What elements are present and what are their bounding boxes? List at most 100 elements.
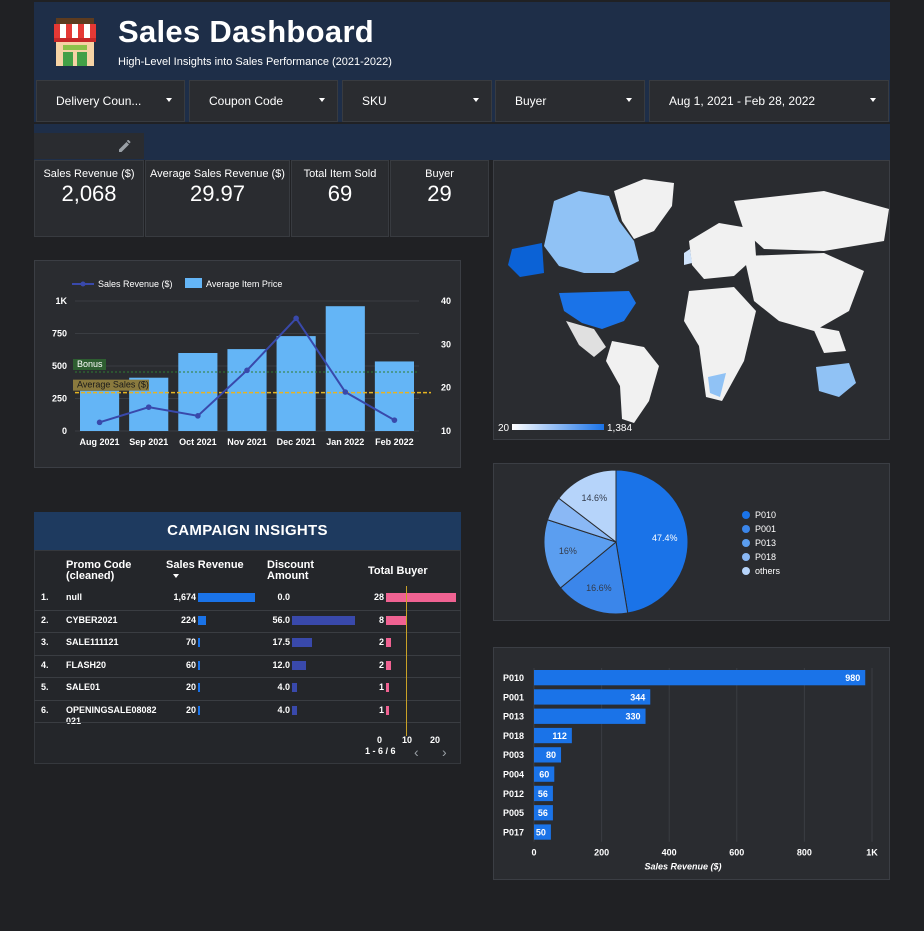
col-promo-code[interactable]: Promo Code (cleaned) xyxy=(66,559,132,582)
sales-combo-chart: Sales Revenue ($) Average Item Price 0 25… xyxy=(52,278,451,447)
buyer-axis-tick: 20 xyxy=(430,735,441,745)
bar-average-item-price xyxy=(325,306,365,431)
pie-slice xyxy=(558,469,617,544)
col-discount-amount[interactable]: Discount Amount xyxy=(267,559,315,582)
page-subtitle: High-Level Insights into Sales Performan… xyxy=(118,56,392,68)
buyer-filter[interactable]: Buyer xyxy=(495,80,645,122)
map-legend-min: 20 xyxy=(498,423,510,434)
bar-value-label: 330 xyxy=(626,712,641,722)
legend-item[interactable]: others xyxy=(742,564,780,578)
y-left-tick: 500 xyxy=(52,361,67,371)
line-point xyxy=(391,417,398,423)
col-total-buyer[interactable]: Total Buyer xyxy=(368,565,428,577)
buyer-reference-line xyxy=(406,586,407,736)
map-south-america xyxy=(606,341,659,423)
pie-slice xyxy=(615,469,689,614)
sku-filter[interactable]: SKU xyxy=(342,80,492,122)
store-icon xyxy=(50,14,100,70)
revenue-bar xyxy=(534,670,866,686)
x-tick: 400 xyxy=(662,848,677,858)
col-sales-revenue[interactable]: Sales Revenue xyxy=(166,559,244,571)
world-map-panel: 20 1,384 xyxy=(493,160,890,440)
kpi-buyer: Buyer 29 xyxy=(390,160,489,237)
pencil-icon[interactable] xyxy=(118,139,131,158)
chevron-down-icon xyxy=(319,98,325,102)
bar-value-label: 60 xyxy=(539,770,549,780)
kpi-label: Total Item Sold xyxy=(303,168,377,180)
revenue-bar xyxy=(534,805,553,821)
legend-item[interactable]: P018 xyxy=(742,550,780,564)
x-axis-label: Sales Revenue ($) xyxy=(644,862,721,872)
buyer-bar xyxy=(386,638,391,647)
world-map[interactable]: 20 1,384 xyxy=(494,161,891,441)
revenue-bar xyxy=(198,705,200,715)
chevron-right-icon[interactable]: › xyxy=(442,744,447,760)
average-sales-label: Average Sales ($) xyxy=(77,380,149,390)
x-tick: Nov 2021 xyxy=(227,437,267,447)
product-pie-chart[interactable]: 47.4% 16.6% 16% 14.6% xyxy=(494,464,891,622)
map-africa xyxy=(684,287,756,401)
map-south-africa xyxy=(708,373,726,397)
product-pie-panel: 47.4% 16.6% 16% 14.6% P010 P001 P013 P018 o… xyxy=(493,463,890,621)
revenue-bar xyxy=(534,785,553,802)
header-band xyxy=(34,124,890,160)
map-canada xyxy=(544,191,639,273)
x-tick: Jan 2022 xyxy=(326,437,364,447)
date-range-filter[interactable]: Aug 1, 2021 - Feb 28, 2022 xyxy=(649,80,889,122)
x-tick: Dec 2021 xyxy=(277,437,316,447)
discount-cell: 4.0 xyxy=(277,682,290,692)
revenue-cell: 20 xyxy=(185,682,196,692)
row-number: 5. xyxy=(41,682,49,692)
revenue-cell: 1,674 xyxy=(173,592,196,602)
row-number: 1. xyxy=(41,592,49,602)
discount-cell: 12.0 xyxy=(272,659,290,670)
sort-desc-icon[interactable] xyxy=(173,574,179,578)
line-point xyxy=(293,315,299,322)
map-usa xyxy=(559,291,636,329)
row-divider xyxy=(34,632,461,633)
category-label: P004 xyxy=(503,770,524,780)
discount-cell: 56.0 xyxy=(272,614,290,625)
chevron-down-icon xyxy=(870,98,876,102)
promo-code-cell: SALE01 xyxy=(66,682,101,692)
row-divider xyxy=(34,609,461,611)
bar-value-label: 80 xyxy=(546,750,556,760)
discount-bar xyxy=(292,660,306,670)
map-uk xyxy=(684,249,692,265)
discount-bar xyxy=(292,683,297,692)
discount-cell: 4.0 xyxy=(277,704,290,715)
filter-label: Delivery Coun... xyxy=(56,94,142,108)
pie-value-label: 14.6% xyxy=(582,493,608,503)
revenue-bar xyxy=(534,689,651,705)
y-left-tick: 250 xyxy=(52,394,67,404)
campaign-insights-title: CAMPAIGN INSIGHTS xyxy=(34,512,461,550)
chevron-down-icon xyxy=(626,98,632,102)
category-label: P010 xyxy=(503,673,524,683)
line-point xyxy=(244,367,250,374)
revenue-bar xyxy=(534,747,562,763)
dashboard-header xyxy=(34,2,890,78)
legend-item[interactable]: P001 xyxy=(742,522,780,536)
map-mexico xyxy=(566,321,606,357)
bar-value-label: 112 xyxy=(552,731,567,741)
avg-label-bg xyxy=(73,379,149,391)
legend-item[interactable]: P010 xyxy=(742,508,780,522)
kpi-value: 2,068 xyxy=(61,181,117,206)
delivery-country-filter[interactable]: Delivery Coun... xyxy=(36,80,185,122)
y-right-tick: 10 xyxy=(441,426,451,436)
bar-value-label: 50 xyxy=(536,827,546,837)
category-label: P005 xyxy=(503,808,524,818)
pie-legend: P010 P001 P013 P018 others xyxy=(742,508,780,578)
chevron-left-icon[interactable]: ‹ xyxy=(414,744,419,760)
pie-value-label: 16.6% xyxy=(586,583,612,593)
buyer-bar xyxy=(386,615,406,625)
legend-item[interactable]: P013 xyxy=(742,536,780,550)
coupon-code-filter[interactable]: Coupon Code xyxy=(189,80,338,122)
bonus-label-bg xyxy=(73,359,106,370)
product-revenue-bar-panel: 0 200 400 600 800 1K P010 980 P001 344 P013 330 P018… xyxy=(493,647,890,880)
promo-code-cell: null xyxy=(66,592,82,602)
map-russia xyxy=(734,191,889,251)
row-number: 6. xyxy=(41,704,49,715)
kpi-value: 29.97 xyxy=(189,181,246,206)
revenue-bar xyxy=(198,615,206,625)
